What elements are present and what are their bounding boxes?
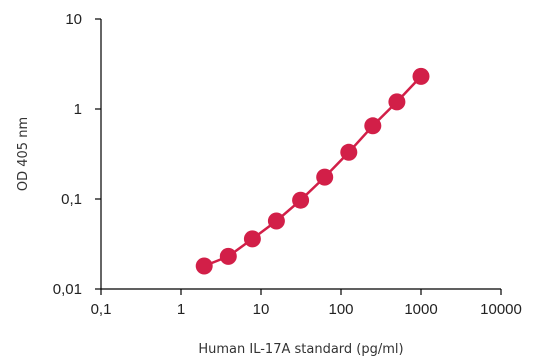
chart-series — [195, 67, 430, 275]
y-tick-label: 10 — [65, 11, 82, 28]
x-tick-label: 10000 — [480, 301, 522, 318]
x-tick-label: 100 — [328, 301, 353, 318]
x-tick-label: 0,1 — [91, 301, 112, 318]
data-point — [340, 143, 358, 161]
y-tick-label: 0,1 — [61, 191, 82, 208]
data-point — [267, 212, 285, 230]
data-point — [388, 93, 406, 111]
chart-axes — [100, 19, 501, 290]
series-line — [203, 75, 422, 268]
data-point — [195, 257, 213, 275]
x-tick-label: 1 — [177, 301, 185, 318]
data-point — [243, 230, 261, 248]
chart-ticks: 0,1 1 10 100 1000 10000 0,01 0,1 1 10 — [53, 11, 522, 318]
data-point — [219, 247, 237, 265]
y-tick-label: 0,01 — [53, 281, 82, 298]
data-point — [412, 67, 430, 85]
y-axis-title: OD 405 nm — [16, 117, 31, 191]
data-point — [364, 117, 382, 135]
data-point — [292, 191, 310, 209]
y-tick-label: 1 — [74, 101, 82, 118]
x-tick-label: 10 — [253, 301, 270, 318]
x-tick-label: 1000 — [404, 301, 437, 318]
data-point — [316, 168, 334, 186]
x-axis-title: Human IL-17A standard (pg/ml) — [198, 342, 403, 357]
